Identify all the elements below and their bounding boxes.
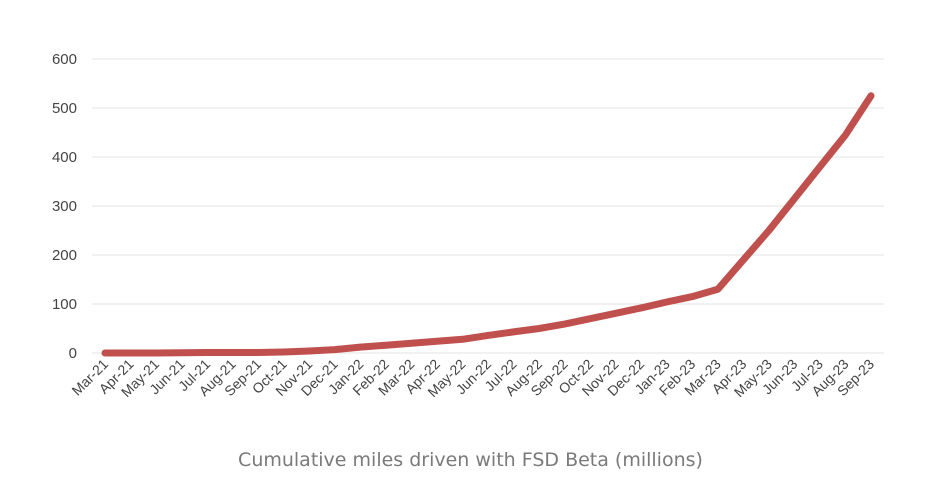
x-axis-label: Cumulative miles driven with FSD Beta (m…: [238, 449, 703, 471]
y-tick-label: 300: [52, 198, 77, 215]
line-chart: 0 100 200 300 400 500 600 Mar-21Apr-21May-21Ju…: [52, 51, 884, 400]
y-tick-label: 400: [52, 149, 77, 166]
gridlines: [92, 58, 884, 354]
series-line: [101, 92, 875, 357]
x-axis: Mar-21Apr-21May-21Jun-21Jul-21Aug-21Sep-…: [68, 356, 877, 400]
series-layer: [101, 92, 875, 357]
y-tick-label: 200: [52, 247, 77, 264]
y-tick-label: 500: [52, 100, 77, 117]
y-tick-label: 100: [52, 296, 77, 313]
y-tick-label: 0: [69, 345, 77, 362]
y-axis: 0 100 200 300 400 500 600: [52, 51, 77, 362]
y-tick-label: 600: [52, 51, 77, 68]
